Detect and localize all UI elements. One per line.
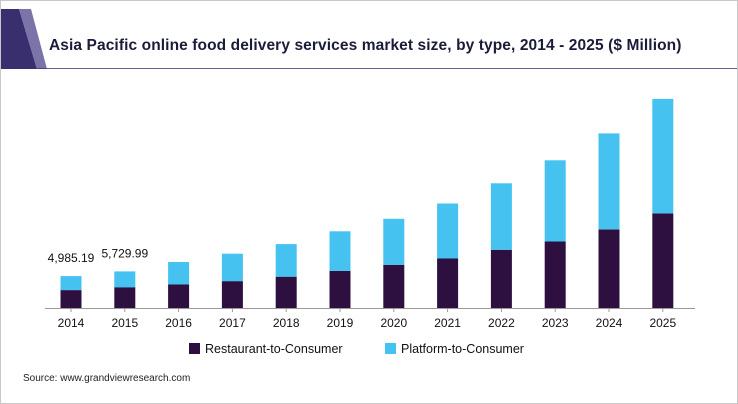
bar-restaurant-2015 (114, 287, 136, 308)
chart-plot: 2014 2015 2016 2017 2018 2019 2020 2021 2022 2023… (45, 98, 695, 356)
x-tick-label-2014: 2014 (58, 316, 85, 330)
bar-restaurant-2020 (383, 264, 405, 308)
header-accent-dark (1, 9, 37, 69)
bar-restaurant-2019 (329, 270, 351, 308)
bar-platform-2015 (114, 271, 136, 288)
bar-platform-2016 (168, 262, 190, 285)
x-tick-label-2024: 2024 (596, 316, 623, 330)
source-note: Source: www.grandviewresearch.com (23, 373, 191, 384)
bar-restaurant-2016 (168, 284, 190, 308)
legend-label-platform: Platform-to-Consumer (401, 342, 524, 356)
legend-swatch-platform (385, 343, 396, 354)
bar-restaurant-2021 (437, 258, 459, 308)
bar-platform-2022 (490, 183, 512, 250)
legend-label-restaurant: Restaurant-to-Consumer (205, 342, 343, 356)
x-tick-label-2016: 2016 (165, 316, 192, 330)
x-tick-label-2025: 2025 (649, 316, 676, 330)
bar-restaurant-2017 (221, 281, 243, 308)
x-tick-label-2018: 2018 (273, 316, 300, 330)
x-tick-label-2019: 2019 (327, 316, 354, 330)
bar-platform-2021 (437, 203, 459, 259)
header-accent-light (19, 9, 47, 69)
x-tick-label-2023: 2023 (542, 316, 569, 330)
data-label-2015: 5,729.99 (101, 246, 148, 260)
bar-platform-2019 (329, 231, 351, 271)
bar-platform-2014 (60, 276, 82, 291)
header-band (1, 9, 737, 69)
bar-restaurant-2023 (544, 241, 566, 308)
x-tick-label-2017: 2017 (219, 316, 246, 330)
chart-title: Asia Pacific online food delivery servic… (49, 37, 682, 54)
x-tick-label-2015: 2015 (111, 316, 138, 330)
x-tick-label-2020: 2020 (380, 316, 407, 330)
bar-restaurant-2014 (60, 290, 82, 308)
x-tick-label-2022: 2022 (488, 316, 515, 330)
bar-platform-2025 (652, 98, 674, 214)
bar-restaurant-2022 (490, 249, 512, 308)
bar-restaurant-2018 (275, 276, 297, 308)
bar-restaurant-2024 (598, 229, 620, 308)
bar-platform-2023 (544, 160, 566, 242)
x-tick-label-2021: 2021 (434, 316, 461, 330)
bar-platform-2018 (275, 244, 297, 277)
data-label-2014: 4,985.19 (48, 251, 95, 265)
bar-restaurant-2025 (652, 213, 674, 308)
bar-platform-2017 (221, 253, 243, 282)
legend-swatch-restaurant (189, 343, 200, 354)
bar-platform-2020 (383, 218, 405, 265)
bar-platform-2024 (598, 133, 620, 230)
